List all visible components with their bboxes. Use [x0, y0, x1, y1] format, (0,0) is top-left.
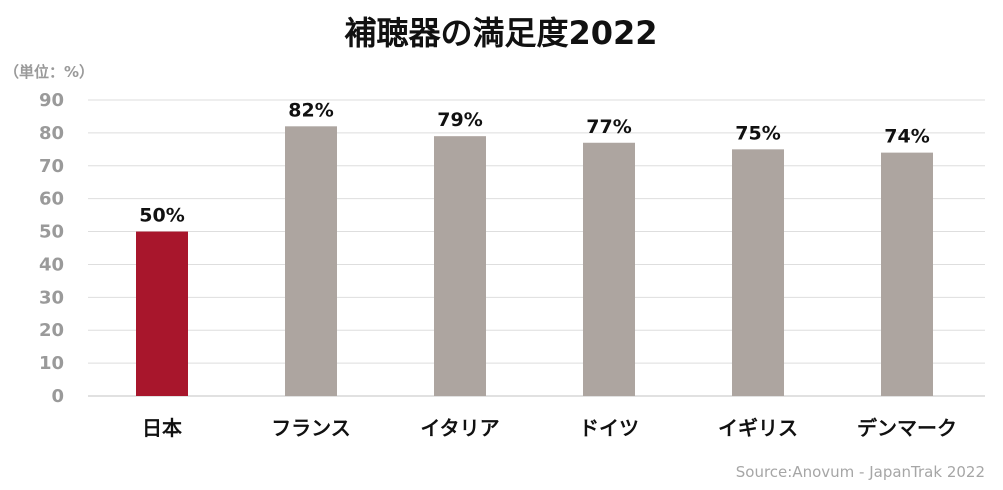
x-tick-label: イギリス [718, 416, 798, 440]
y-tick-label: 50 [39, 222, 64, 243]
y-tick-label: 40 [39, 254, 64, 275]
gridlines [88, 99, 985, 397]
y-tick-label: 20 [39, 320, 64, 341]
y-tick-label: 90 [39, 90, 64, 111]
y-tick-label: 80 [39, 123, 64, 144]
y-tick-label: 60 [39, 189, 64, 210]
source-note: Source:Anovum - JapanTrak 2022 [736, 463, 985, 481]
x-tick-label: フランス [271, 416, 351, 440]
data-label: 50% [139, 205, 184, 227]
bar [434, 136, 486, 396]
x-tick-label: 日本 [142, 416, 182, 440]
bars [136, 126, 933, 397]
data-labels: 50% 82% 79% 77% 75% 74% [139, 99, 929, 226]
data-label: 75% [735, 122, 780, 144]
x-tick-label: デンマーク [857, 416, 957, 440]
unit-label: （単位：%） [4, 63, 94, 81]
bar [583, 142, 635, 396]
data-label: 79% [437, 109, 482, 131]
bar [732, 149, 784, 396]
y-tick-label: 30 [39, 287, 64, 308]
x-tick-label: ドイツ [579, 416, 639, 440]
bar [881, 152, 933, 396]
x-axis-ticks: 日本 フランス イタリア ドイツ イギリス デンマーク [142, 416, 957, 440]
y-tick-label: 0 [51, 386, 64, 407]
y-tick-label: 10 [39, 353, 64, 374]
data-label: 82% [288, 99, 333, 121]
bar [285, 126, 337, 397]
y-tick-label: 70 [39, 156, 64, 177]
chart-title: 補聴器の満足度2022 [344, 14, 657, 52]
y-axis-ticks: 0 10 20 30 40 50 60 70 80 90 [39, 90, 64, 407]
data-label: 74% [884, 126, 929, 148]
data-label: 77% [586, 116, 631, 138]
bar [136, 231, 188, 396]
x-tick-label: イタリア [420, 416, 499, 440]
